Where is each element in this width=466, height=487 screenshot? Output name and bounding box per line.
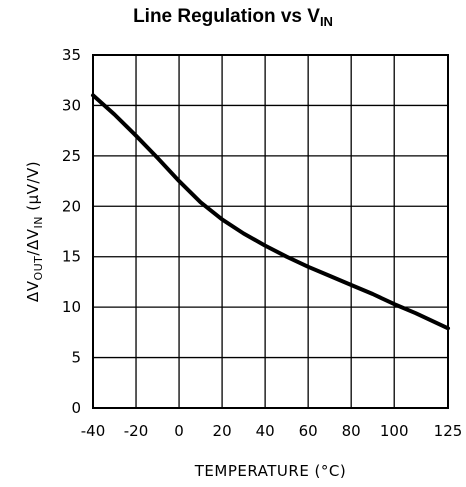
grid-lines xyxy=(92,54,449,409)
x-tick-label: 80 xyxy=(342,422,361,440)
y-tick-label: 30 xyxy=(62,96,81,114)
y-tick-labels: 0 5 10 15 20 25 30 35 xyxy=(62,46,81,417)
x-tick-label: 40 xyxy=(256,422,275,440)
chart-title-subscript: IN xyxy=(319,14,333,29)
axes xyxy=(92,54,449,409)
y-tick-label: 0 xyxy=(71,399,81,417)
y-tick-label: 35 xyxy=(62,46,81,64)
series-line xyxy=(91,93,450,331)
x-tick-label: -40 xyxy=(81,422,106,440)
x-tick-label: -20 xyxy=(124,422,149,440)
x-tick-label: 125 xyxy=(434,422,463,440)
chart-title-text: Line Regulation vs V xyxy=(133,6,320,27)
y-tick-label: 15 xyxy=(62,248,81,266)
x-axis-label: TEMPERATURE (°C) xyxy=(194,462,347,480)
x-tick-label: 100 xyxy=(380,422,409,440)
y-axis-label: ΔVOUT/ΔVIN (μV/V) xyxy=(24,161,45,302)
y-tick-label: 25 xyxy=(62,147,81,165)
x-tick-label: 0 xyxy=(174,422,184,440)
series-lines xyxy=(91,93,450,331)
y-tick-label: 10 xyxy=(62,298,81,316)
chart-title: Line Regulation vs VIN xyxy=(0,6,466,29)
y-tick-label: 5 xyxy=(71,349,81,367)
x-tick-label: 20 xyxy=(213,422,232,440)
x-tick-label: 60 xyxy=(299,422,318,440)
plot-frame xyxy=(92,54,449,409)
x-tick-labels: -40 -20 0 20 40 60 80 100 125 xyxy=(81,422,463,440)
y-tick-label: 20 xyxy=(62,197,81,215)
